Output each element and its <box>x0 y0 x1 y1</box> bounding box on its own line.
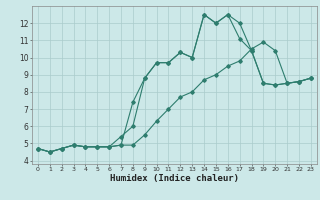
X-axis label: Humidex (Indice chaleur): Humidex (Indice chaleur) <box>110 174 239 183</box>
